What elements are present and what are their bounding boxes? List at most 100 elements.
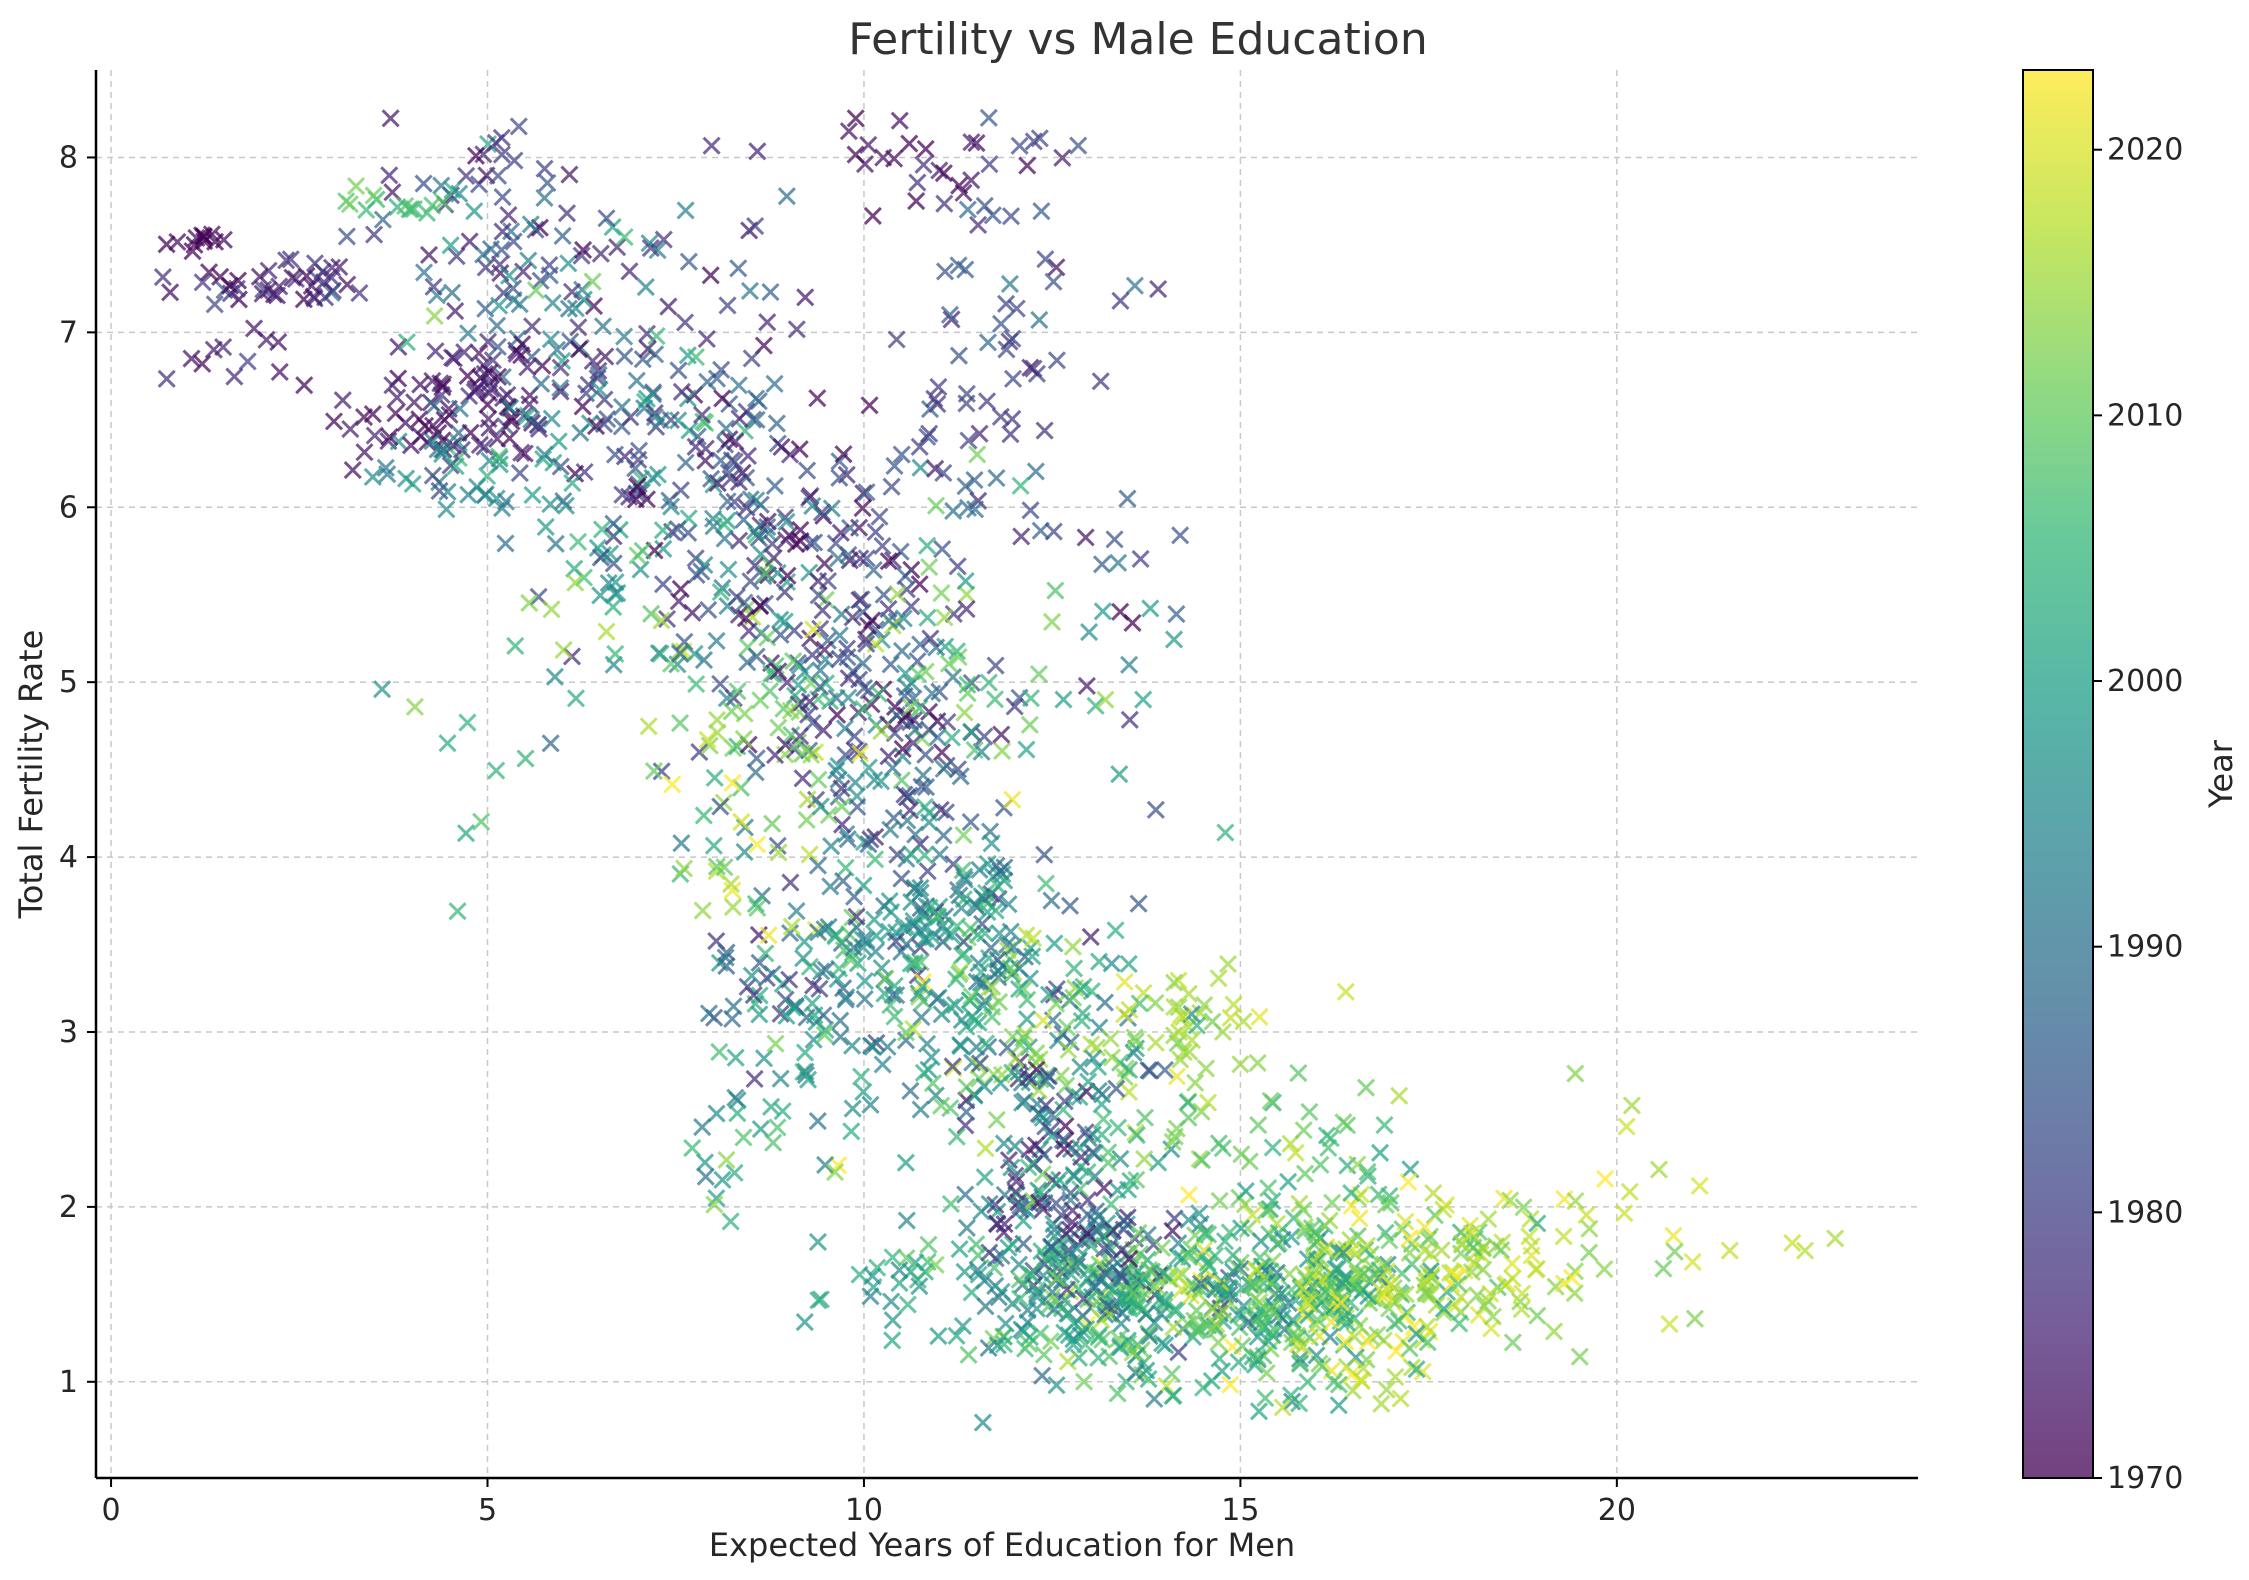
data-point xyxy=(910,1277,929,1296)
data-point xyxy=(469,344,489,363)
data-point xyxy=(1036,250,1055,269)
data-point xyxy=(815,920,834,939)
data-point xyxy=(977,392,997,411)
data-point xyxy=(592,520,612,539)
data-point xyxy=(988,950,1007,969)
data-point xyxy=(1017,1010,1037,1029)
data-point xyxy=(932,1096,951,1115)
y-tick-label: 5 xyxy=(59,665,78,700)
data-point xyxy=(1322,1312,1341,1331)
data-point xyxy=(926,496,946,515)
colorbar-tick-label: 2010 xyxy=(2107,398,2183,433)
data-point xyxy=(313,262,332,281)
data-point xyxy=(962,987,981,1006)
data-point xyxy=(1045,1220,1064,1239)
data-point xyxy=(920,702,939,721)
data-point xyxy=(1334,1243,1353,1262)
data-point xyxy=(608,238,627,257)
data-point xyxy=(579,375,598,394)
data-point xyxy=(1033,1366,1052,1385)
data-point xyxy=(1257,1201,1276,1220)
data-point xyxy=(1167,1067,1187,1086)
data-point xyxy=(750,1005,769,1024)
data-point xyxy=(825,1163,845,1182)
data-point xyxy=(613,485,632,504)
data-point xyxy=(1263,1303,1282,1322)
data-point xyxy=(432,385,451,404)
data-point xyxy=(1424,1183,1443,1203)
data-point xyxy=(1057,1018,1076,1037)
data-point xyxy=(797,810,816,830)
data-point xyxy=(1074,977,1093,996)
data-point xyxy=(1077,676,1096,696)
y-tick-label: 1 xyxy=(59,1365,78,1400)
data-point xyxy=(777,673,797,692)
data-point xyxy=(747,749,766,768)
data-point xyxy=(489,296,509,315)
data-point xyxy=(863,1267,882,1286)
data-point xyxy=(730,409,749,428)
data-point xyxy=(915,797,934,816)
data-point xyxy=(661,410,680,430)
data-point xyxy=(1169,998,1188,1017)
data-point xyxy=(672,382,691,401)
data-point xyxy=(1045,1300,1064,1319)
data-point xyxy=(832,605,851,624)
data-point xyxy=(446,302,465,321)
data-point xyxy=(775,612,794,631)
data-point xyxy=(1279,1294,1298,1313)
data-point xyxy=(832,779,851,798)
data-point xyxy=(523,317,542,336)
data-point xyxy=(794,949,813,968)
data-point xyxy=(781,873,800,892)
data-point xyxy=(732,812,751,832)
data-point xyxy=(438,734,457,753)
data-point xyxy=(1331,1293,1351,1312)
data-point xyxy=(1342,1365,1361,1384)
data-point xyxy=(1150,1290,1169,1309)
data-point xyxy=(257,330,276,349)
data-point xyxy=(970,860,989,879)
data-point xyxy=(911,1100,930,1119)
data-point xyxy=(796,288,815,307)
colorbar: 1970 1980 1990 2000 2010 2020 Year xyxy=(2022,69,2240,1496)
data-point xyxy=(874,148,893,167)
data-point xyxy=(1076,1123,1095,1142)
data-point xyxy=(1283,1325,1303,1344)
data-point xyxy=(881,820,900,839)
x-tick-label: 10 xyxy=(845,1493,883,1528)
data-point xyxy=(447,247,466,266)
data-point xyxy=(854,1082,873,1101)
data-point xyxy=(637,389,656,408)
data-point xyxy=(830,468,849,487)
data-point xyxy=(612,397,632,417)
data-point xyxy=(813,601,832,620)
data-point xyxy=(881,996,900,1015)
data-point xyxy=(615,347,634,366)
data-point xyxy=(1078,1205,1097,1224)
data-point xyxy=(643,468,662,488)
data-point xyxy=(842,1122,861,1141)
data-point xyxy=(826,927,845,946)
data-point xyxy=(455,343,474,362)
data-point xyxy=(833,815,852,834)
y-axis-label: Total Fertility Rate xyxy=(12,630,50,920)
data-point xyxy=(1263,1326,1282,1345)
data-point xyxy=(603,218,622,237)
data-point xyxy=(1259,1179,1278,1198)
data-point xyxy=(1198,1093,1218,1112)
data-point xyxy=(1417,1317,1437,1336)
data-point xyxy=(1081,1236,1100,1255)
data-point xyxy=(193,273,212,292)
data-point xyxy=(949,346,968,365)
data-point xyxy=(812,503,832,522)
data-point xyxy=(168,232,187,251)
data-point xyxy=(969,954,988,973)
data-point xyxy=(591,244,610,263)
data-point xyxy=(841,518,860,538)
data-point xyxy=(944,501,963,521)
data-point xyxy=(397,333,416,352)
data-point xyxy=(1375,1116,1394,1135)
data-point xyxy=(441,236,460,255)
data-point xyxy=(1074,1372,1094,1391)
